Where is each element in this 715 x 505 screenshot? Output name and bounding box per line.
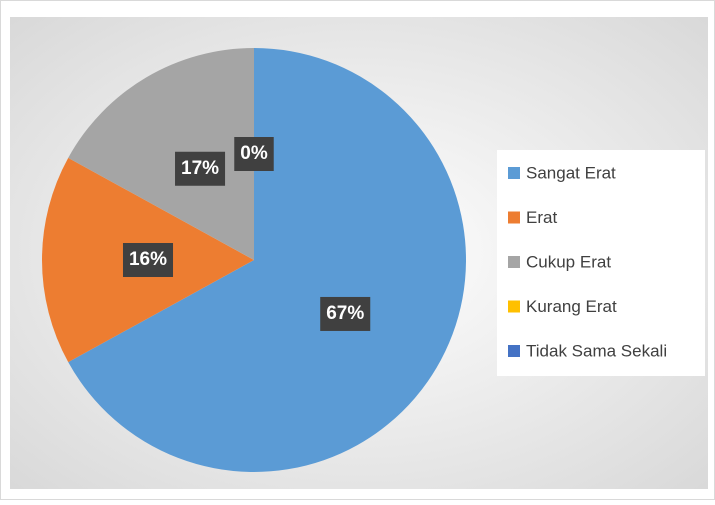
data-label-text: 16%: [129, 249, 167, 270]
data-label: 17%: [175, 151, 226, 186]
data-label-box: [234, 137, 274, 171]
legend-label: Tidak Sama Sekali: [526, 341, 667, 360]
legend-label: Sangat Erat: [526, 163, 616, 182]
data-label-box: [320, 296, 371, 331]
legend-box: [497, 150, 705, 376]
legend-label: Kurang Erat: [526, 297, 617, 316]
data-label: 16%: [122, 243, 174, 277]
legend-label: Cukup Erat: [526, 252, 611, 271]
legend-swatch: [508, 345, 520, 357]
data-label-box: [122, 243, 174, 277]
data-label-box: [175, 151, 226, 186]
pie-slice: [68, 48, 467, 472]
legend-swatch: [508, 167, 520, 179]
data-label: 0%: [234, 137, 274, 171]
data-label-text: 0%: [240, 143, 268, 164]
legend-swatch: [508, 300, 520, 313]
data-label: 67%: [320, 296, 371, 331]
data-label-text: 67%: [326, 303, 364, 324]
legend-swatch: [508, 211, 520, 224]
data-label-text: 17%: [181, 158, 219, 179]
legend-label: Erat: [526, 208, 557, 227]
legend-swatch: [508, 256, 520, 268]
pie-slice: [68, 48, 254, 260]
